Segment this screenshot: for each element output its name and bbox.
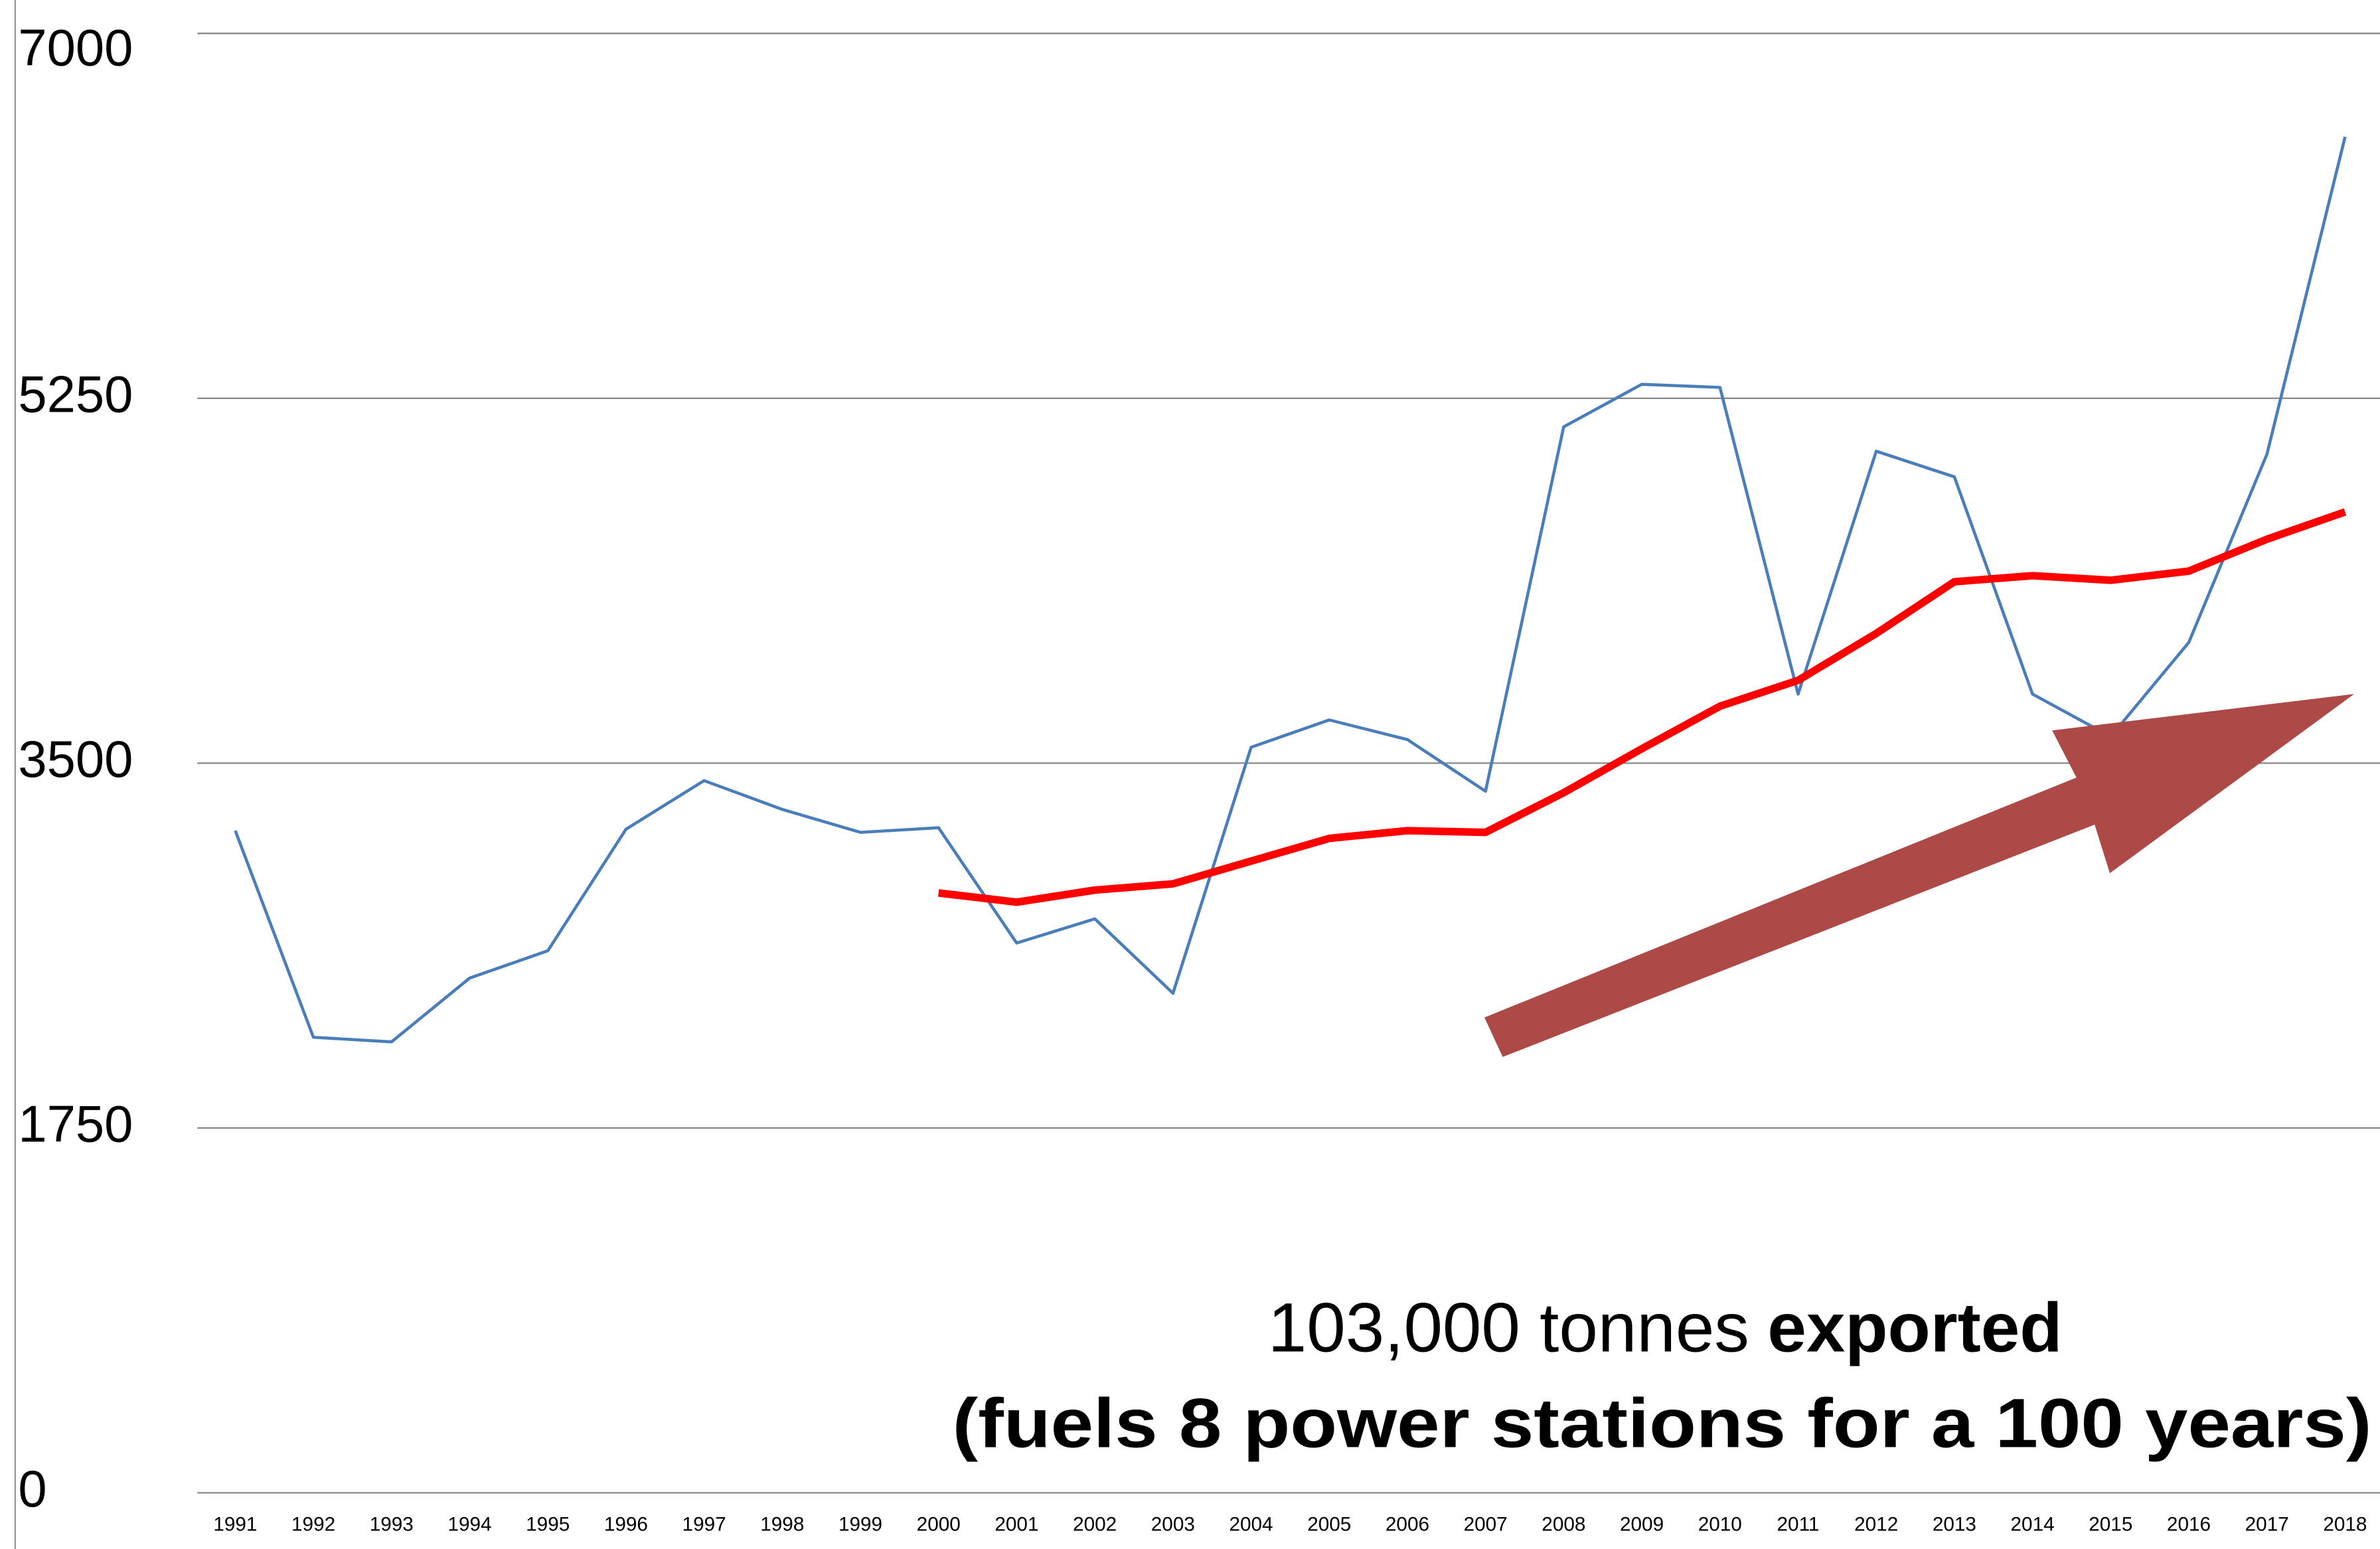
- x-tick-label: 1996: [604, 1514, 648, 1536]
- x-tick-label: 2003: [1151, 1514, 1195, 1536]
- y-tick-label: 1750: [18, 1096, 133, 1153]
- series-line: [938, 508, 2347, 906]
- x-tick-label: 2004: [1229, 1514, 1273, 1536]
- x-tick-label: 1991: [213, 1514, 257, 1536]
- x-tick-label: 1992: [291, 1514, 335, 1536]
- x-tick-label: 2012: [1854, 1514, 1898, 1536]
- x-tick-label: 1997: [682, 1514, 726, 1536]
- annotation-bold: exported: [1767, 1289, 2062, 1367]
- y-tick-label: 5250: [18, 366, 133, 423]
- annotation: 103,000 tonnes exported: [1268, 1289, 2063, 1367]
- trend-arrow: [1484, 694, 2355, 1057]
- x-tick-label: 1993: [370, 1514, 414, 1536]
- x-tick-label: 2015: [2089, 1514, 2132, 1536]
- x-tick-label: 1999: [838, 1514, 882, 1536]
- x-tick-label: 2018: [2323, 1514, 2367, 1536]
- annotation-light: 103,000 tonnes: [1268, 1289, 1749, 1367]
- x-tick-label: 2011: [1777, 1514, 1820, 1536]
- x-tick-label: 2002: [1073, 1514, 1117, 1536]
- series-line: [234, 136, 2347, 1044]
- y-tick-label: 7000: [18, 19, 133, 76]
- x-tick-label: 2017: [2245, 1514, 2289, 1536]
- x-tick-label: 2009: [1620, 1514, 1664, 1536]
- x-tick-label: 2013: [1933, 1514, 1976, 1536]
- x-tick-label: 1998: [760, 1514, 804, 1536]
- y-tick-label: 3500: [18, 731, 133, 788]
- x-tick-label: 1995: [526, 1514, 570, 1536]
- x-tick-label: 2005: [1307, 1514, 1351, 1536]
- x-tick-label: 2010: [1698, 1514, 1742, 1536]
- x-tick-label: 2007: [1464, 1514, 1508, 1536]
- x-tick-label: 2014: [2011, 1514, 2055, 1536]
- x-tick-label: 2001: [994, 1514, 1038, 1536]
- x-tick-label: 2006: [1386, 1514, 1429, 1536]
- x-tick-label: 2000: [917, 1514, 961, 1536]
- x-tick-label: 2016: [2167, 1514, 2211, 1536]
- x-tick-label: 2008: [1542, 1514, 1585, 1536]
- x-tick-label: 1994: [447, 1514, 491, 1536]
- annotation-line: (fuels 8 power stations for a 100 years): [953, 1385, 2372, 1463]
- y-tick-label: 0: [18, 1461, 46, 1518]
